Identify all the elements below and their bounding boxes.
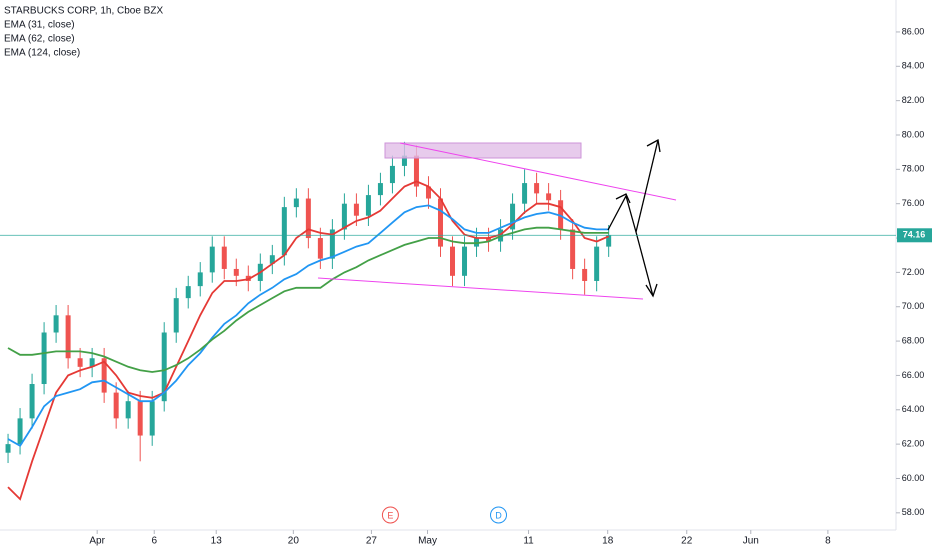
candle-body [233, 268, 239, 276]
x-tick-label: 18 [602, 536, 614, 547]
x-tick-label: 13 [211, 536, 223, 547]
candle-body [377, 183, 383, 196]
candle-body [269, 255, 275, 264]
x-tick-label: May [418, 536, 437, 547]
x-tick-label: 22 [681, 536, 693, 547]
y-tick-label: 66.00 [902, 370, 925, 380]
candle-body [437, 198, 443, 247]
candle-body [486, 238, 492, 242]
plot-area [5, 141, 612, 501]
candle-body [293, 198, 299, 208]
y-tick-label: 86.00 [902, 26, 925, 36]
candle-body [546, 193, 552, 201]
candle-body [341, 203, 347, 230]
last-price-label: 74.16 [903, 230, 926, 240]
y-tick-label: 58.00 [902, 507, 925, 517]
candle-body [101, 358, 107, 393]
y-tick-label: 80.00 [902, 129, 925, 139]
legend-entry: EMA (31, close) [4, 20, 75, 31]
candle-body [185, 286, 191, 299]
candle-body [570, 229, 576, 269]
y-tick-label: 78.00 [902, 164, 925, 174]
candle-body [221, 246, 227, 269]
ema-line [7, 180, 610, 501]
candle-body [65, 315, 71, 359]
candle-body [305, 198, 311, 239]
upper-trendline [399, 142, 677, 201]
candle-body [281, 207, 287, 256]
y-tick-label: 70.00 [902, 301, 925, 311]
up-arrow [635, 139, 659, 233]
candle-body [197, 272, 203, 287]
candle-body [149, 401, 155, 436]
y-tick-label: 82.00 [902, 95, 925, 105]
candle-body [125, 401, 131, 419]
candle-body [582, 268, 588, 281]
x-tick-label: 20 [288, 536, 300, 547]
candle-body [462, 246, 468, 276]
candle-body [209, 246, 215, 273]
chart-title: STARBUCKS CORP, 1h, Cboe BZX [4, 6, 163, 17]
candle-body [77, 358, 83, 367]
candle-body [353, 203, 359, 216]
last-price-box [897, 228, 932, 243]
drawings [317, 138, 677, 300]
candle-body [161, 332, 167, 402]
y-tick-label: 76.00 [902, 198, 925, 208]
candle-body [317, 238, 323, 259]
y-tick-label: 60.00 [902, 473, 925, 483]
arrow-head [615, 193, 631, 204]
ema-line [7, 204, 609, 448]
y-tick-label: 84.00 [902, 61, 925, 71]
x-tick-label: 27 [366, 536, 378, 547]
event-marker [381, 506, 399, 524]
arrow-head [646, 138, 661, 153]
candle-body [173, 298, 179, 333]
candle-body [53, 315, 59, 333]
lower-trendline [317, 277, 644, 300]
event-label: D [495, 510, 502, 520]
y-tick-label: 68.00 [902, 335, 925, 345]
y-tick-label: 62.00 [902, 439, 925, 449]
x-tick-label: 11 [523, 536, 534, 547]
event-marker [490, 506, 508, 524]
candle-body [17, 418, 23, 445]
candle-body [450, 246, 456, 276]
ema-line [7, 226, 609, 373]
candle-body [365, 195, 371, 216]
candle-body [522, 183, 528, 204]
candle-body [413, 155, 419, 187]
candle-body [425, 186, 431, 199]
candle-body [329, 229, 335, 259]
candle-body [401, 155, 407, 166]
event-label: E [387, 510, 393, 520]
legend-entry: EMA (62, close) [4, 34, 75, 45]
candle-body [113, 392, 119, 419]
arrow-head [645, 283, 658, 298]
candle-body [89, 358, 95, 367]
x-tick-label: 8 [825, 536, 831, 547]
legend-entry: EMA (124, close) [4, 48, 80, 59]
candle-body [389, 165, 395, 184]
candle-body [606, 235, 612, 247]
resistance-box [384, 142, 582, 159]
candle-body [29, 384, 35, 419]
candle-body [510, 203, 516, 230]
candle-body [594, 246, 600, 281]
path-arrow [607, 194, 654, 297]
candle-body [534, 183, 540, 194]
candle-body [5, 444, 11, 453]
x-tick-label: Jun [743, 536, 759, 547]
candle-body [137, 401, 143, 436]
x-tick-label: Apr [89, 536, 105, 547]
y-tick-label: 72.00 [902, 267, 925, 277]
candle-body [41, 332, 47, 385]
x-tick-label: 6 [151, 536, 157, 547]
y-tick-label: 64.00 [902, 404, 925, 414]
